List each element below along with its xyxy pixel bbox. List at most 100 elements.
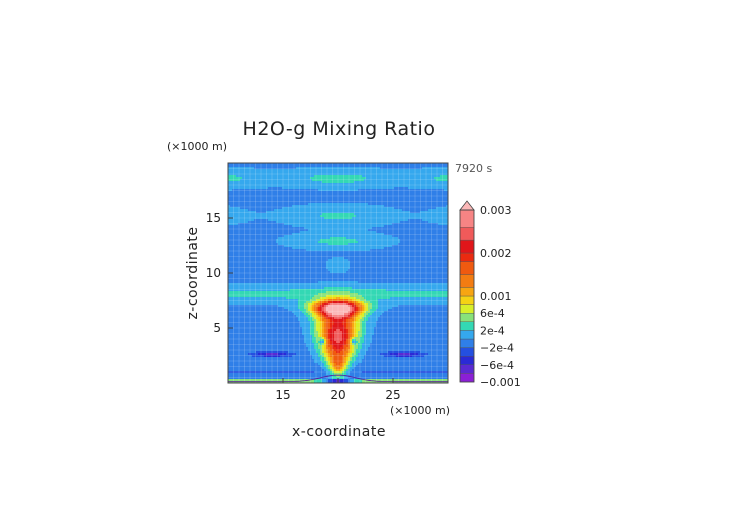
heatmap-cell bbox=[238, 215, 241, 218]
heatmap-cell bbox=[268, 245, 271, 248]
heatmap-cell bbox=[258, 193, 261, 196]
heatmap-cell bbox=[244, 327, 247, 330]
heatmap-cell bbox=[240, 221, 243, 224]
heatmap-cell bbox=[228, 281, 231, 284]
heatmap-cell bbox=[234, 257, 237, 260]
heatmap-cell bbox=[264, 209, 267, 212]
heatmap-cell bbox=[264, 295, 267, 298]
heatmap-cell bbox=[258, 261, 261, 264]
heatmap-cell bbox=[238, 307, 241, 310]
heatmap-cell bbox=[268, 289, 271, 292]
heatmap-cell bbox=[250, 203, 253, 206]
heatmap-cell bbox=[230, 165, 233, 168]
heatmap-cell bbox=[256, 241, 259, 244]
heatmap-cell bbox=[274, 163, 277, 166]
heatmap-cell bbox=[270, 243, 273, 246]
heatmap-cell bbox=[236, 301, 239, 304]
heatmap-cell bbox=[272, 185, 275, 188]
heatmap-cell bbox=[278, 203, 281, 206]
heatmap-cell bbox=[244, 207, 247, 210]
heatmap-cell bbox=[276, 353, 279, 356]
heatmap-cell bbox=[262, 201, 265, 204]
heatmap-cell bbox=[274, 321, 277, 324]
heatmap-cell bbox=[270, 255, 273, 258]
heatmap-cell bbox=[258, 185, 261, 188]
heatmap-cell bbox=[244, 267, 247, 270]
heatmap-cell bbox=[262, 361, 265, 364]
heatmap-cell bbox=[234, 361, 237, 364]
heatmap-cell bbox=[286, 375, 289, 378]
heatmap-cell bbox=[266, 227, 269, 230]
heatmap-cell bbox=[266, 353, 269, 356]
heatmap-cell bbox=[238, 193, 241, 196]
heatmap-cell bbox=[274, 247, 277, 250]
heatmap-cell bbox=[244, 181, 247, 184]
heatmap-cell bbox=[262, 189, 265, 192]
heatmap-cell bbox=[254, 275, 257, 278]
heatmap-cell bbox=[230, 247, 233, 250]
heatmap-cell bbox=[266, 297, 269, 300]
heatmap-cell bbox=[240, 231, 243, 234]
heatmap-cell bbox=[248, 313, 251, 316]
heatmap-cell bbox=[264, 297, 267, 300]
heatmap-cell bbox=[248, 265, 251, 268]
heatmap-cell bbox=[286, 309, 289, 312]
heatmap-cell bbox=[266, 293, 269, 296]
heatmap-cell bbox=[286, 311, 289, 314]
heatmap-cell bbox=[246, 377, 249, 380]
heatmap-cell bbox=[234, 185, 237, 188]
heatmap-cell bbox=[266, 347, 269, 350]
heatmap-cell bbox=[242, 245, 245, 248]
heatmap-cell bbox=[236, 357, 239, 360]
heatmap-cell bbox=[282, 165, 285, 168]
heatmap-cell bbox=[258, 371, 261, 374]
heatmap-cell bbox=[280, 323, 283, 326]
heatmap-cell bbox=[286, 373, 289, 376]
heatmap-cell bbox=[236, 303, 239, 306]
heatmap-cell bbox=[238, 355, 241, 358]
heatmap-cell bbox=[240, 205, 243, 208]
heatmap-cell bbox=[254, 307, 257, 310]
heatmap-cell bbox=[254, 349, 257, 352]
heatmap-cell bbox=[268, 355, 271, 358]
heatmap-cell bbox=[282, 323, 285, 326]
heatmap-cell bbox=[272, 165, 275, 168]
heatmap-cell bbox=[238, 341, 241, 344]
heatmap-cell bbox=[278, 287, 281, 290]
heatmap-cell bbox=[280, 311, 283, 314]
heatmap-cell bbox=[252, 255, 255, 258]
heatmap-cell bbox=[270, 225, 273, 228]
heatmap-cell bbox=[252, 219, 255, 222]
heatmap-cell bbox=[234, 285, 237, 288]
heatmap-cell bbox=[248, 357, 251, 360]
heatmap-cell bbox=[232, 253, 235, 256]
heatmap-cell bbox=[286, 165, 289, 168]
heatmap-cell bbox=[266, 165, 269, 168]
heatmap-cell bbox=[270, 341, 273, 344]
heatmap-cell bbox=[246, 305, 249, 308]
heatmap-cell bbox=[232, 261, 235, 264]
heatmap-cell bbox=[248, 371, 251, 374]
heatmap-cell bbox=[262, 241, 265, 244]
heatmap-cell bbox=[254, 187, 257, 190]
heatmap-cell bbox=[242, 313, 245, 316]
heatmap-cell bbox=[256, 207, 259, 210]
heatmap-cell bbox=[242, 361, 245, 364]
heatmap-cell bbox=[240, 189, 243, 192]
heatmap-cell bbox=[266, 333, 269, 336]
heatmap-cell bbox=[284, 187, 287, 190]
heatmap-cell bbox=[232, 245, 235, 248]
heatmap-cell bbox=[228, 249, 231, 252]
heatmap-cell bbox=[242, 323, 245, 326]
heatmap-cell bbox=[228, 291, 231, 294]
heatmap-cell bbox=[230, 191, 233, 194]
heatmap-cell bbox=[258, 201, 261, 204]
heatmap-cell bbox=[256, 233, 259, 236]
heatmap-cell bbox=[254, 375, 257, 378]
heatmap-cell bbox=[280, 217, 283, 220]
heatmap-cell bbox=[286, 291, 289, 294]
heatmap-cell bbox=[240, 323, 243, 326]
heatmap-cell bbox=[264, 179, 267, 182]
heatmap-cell bbox=[262, 367, 265, 370]
heatmap-cell bbox=[236, 295, 239, 298]
